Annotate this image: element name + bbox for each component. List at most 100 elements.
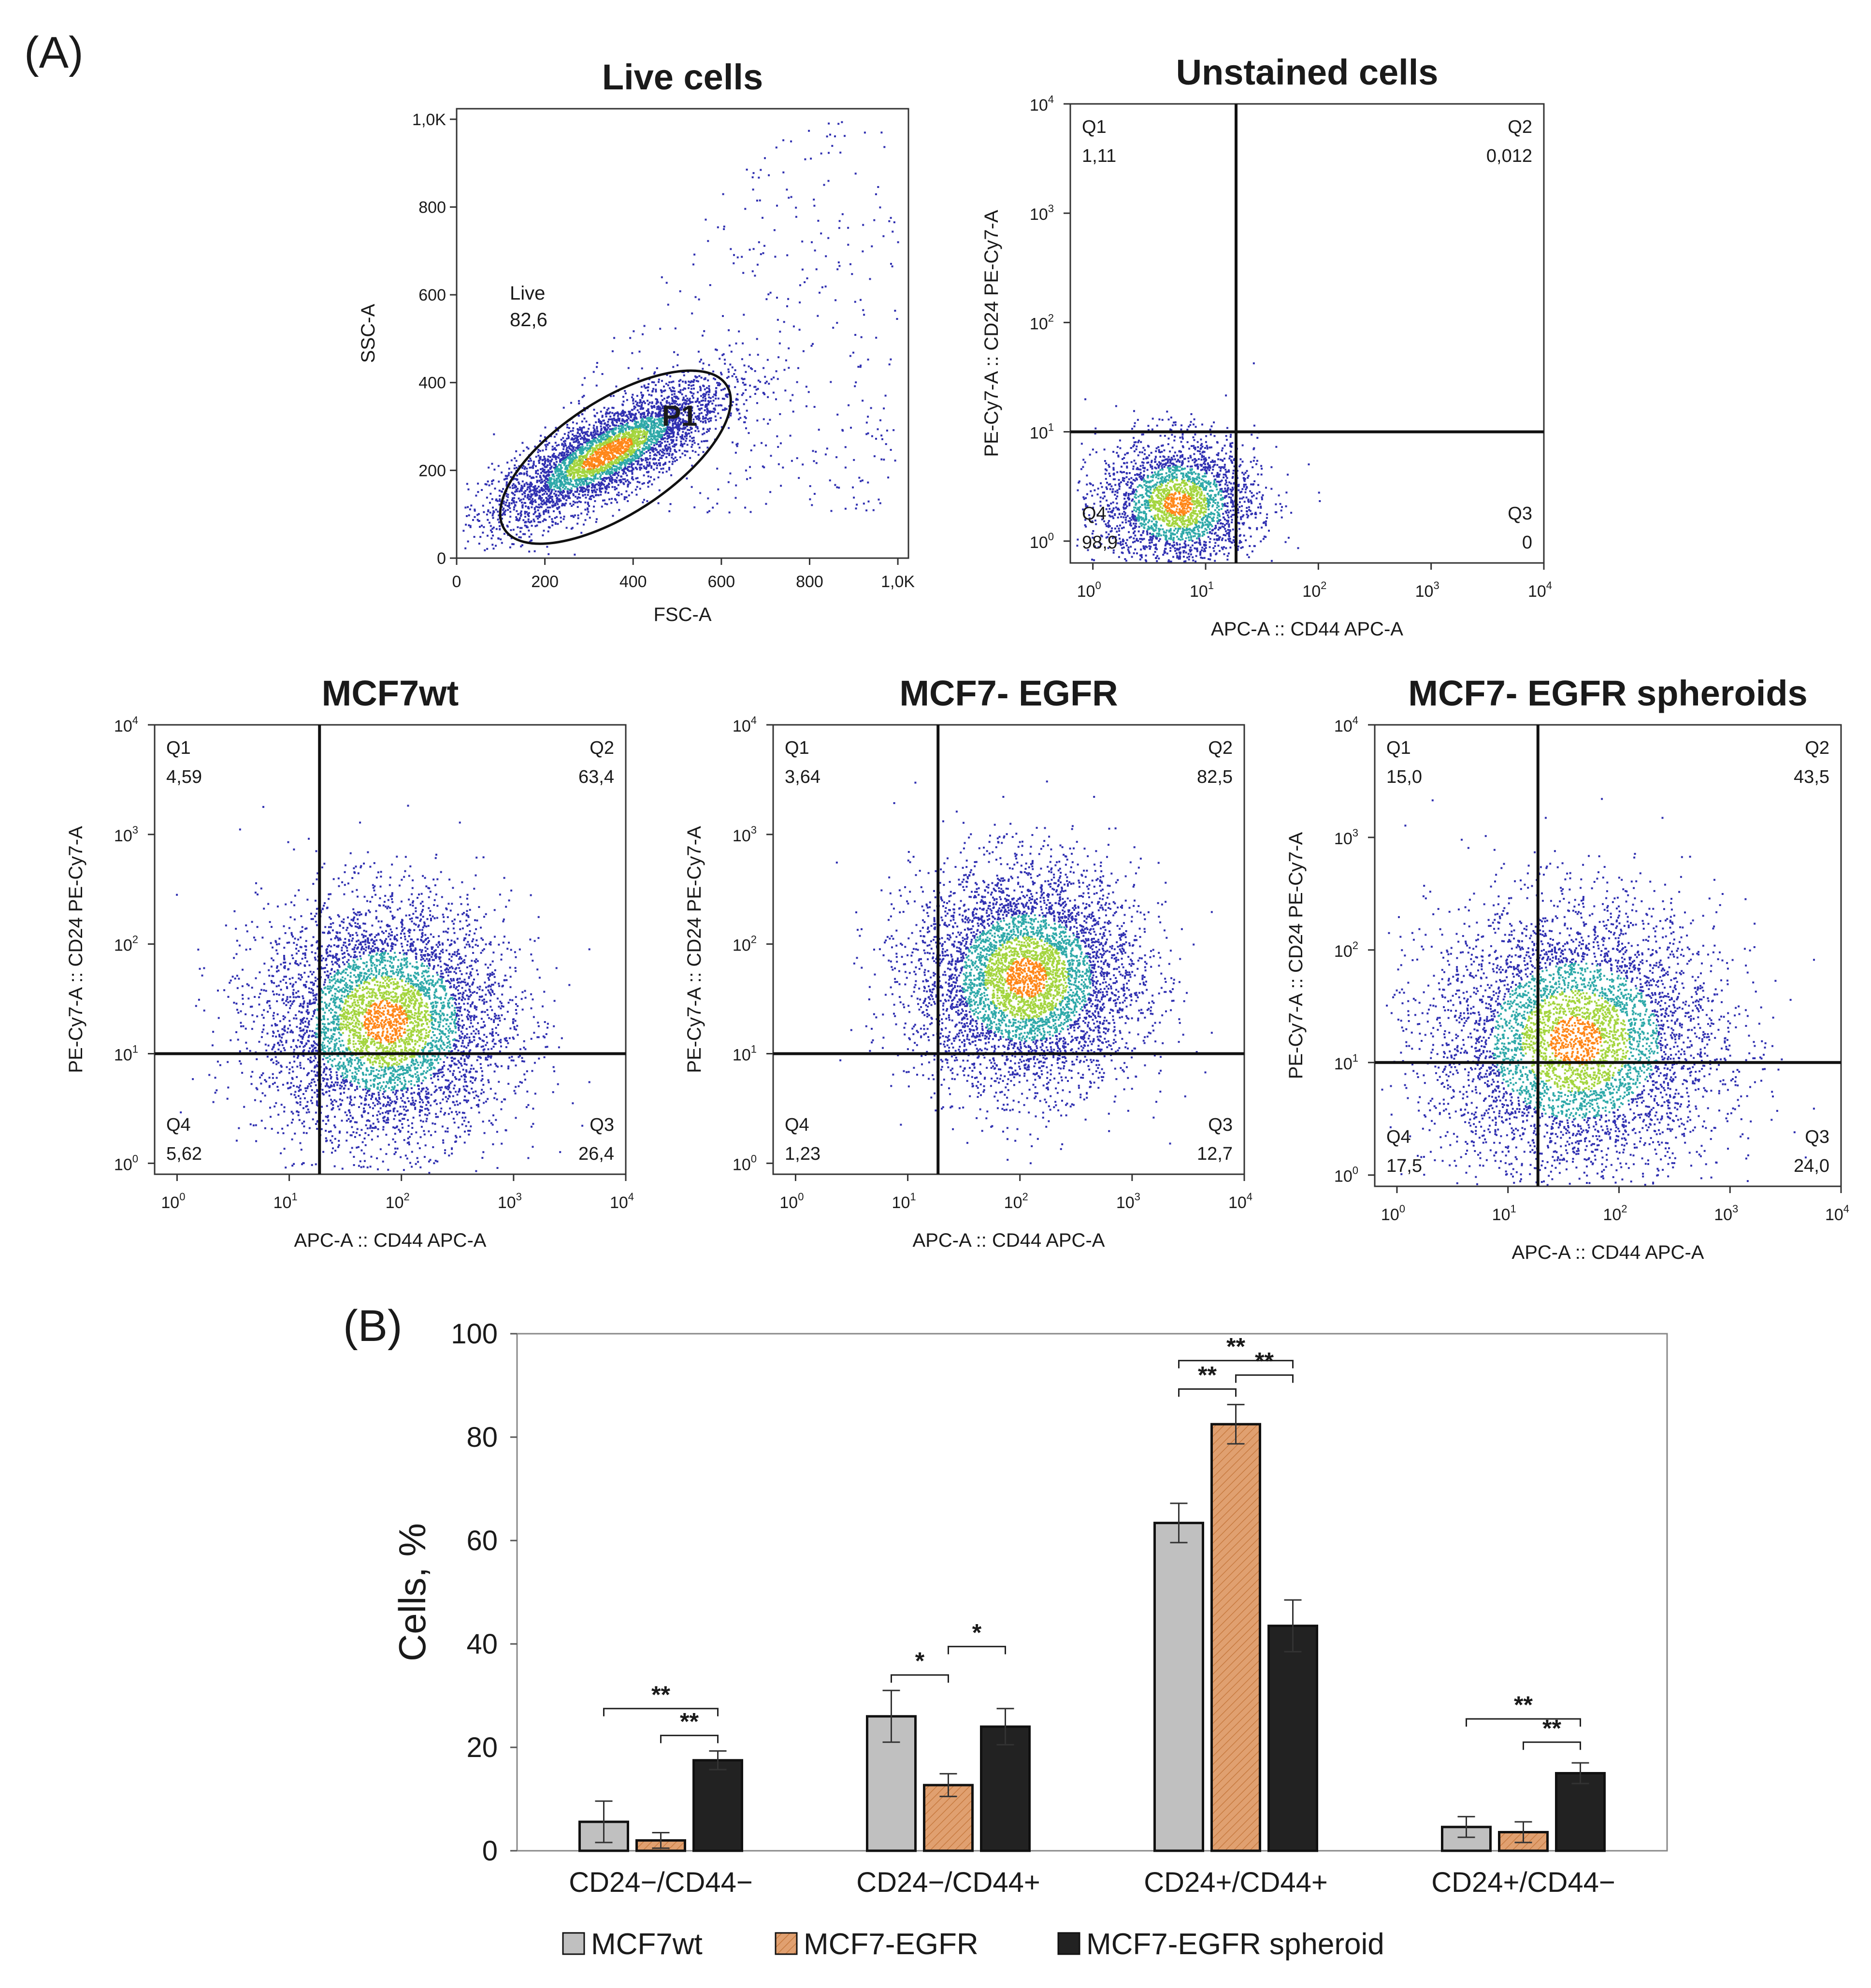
significance-label: * xyxy=(915,1647,925,1674)
x-tick-label: 102 xyxy=(1004,1191,1028,1212)
x-axis-title: APC-A :: CD44 APC-A xyxy=(1512,1242,1704,1263)
y-tick-label: 103 xyxy=(1030,202,1054,224)
y-axis-title: PE-Cy7-A :: CD24 PE-Cy7-A xyxy=(65,826,86,1073)
data-points xyxy=(547,417,669,491)
significance-label: ** xyxy=(680,1708,699,1735)
x-tick-label: 104 xyxy=(610,1191,634,1212)
y-tick-label: 101 xyxy=(1030,421,1054,443)
significance-label: * xyxy=(972,1619,982,1646)
quadrant-q4-name: Q4 xyxy=(1386,1127,1411,1147)
quadrant-q2-name: Q2 xyxy=(1208,738,1233,758)
category-label: CD24−/CD44− xyxy=(569,1867,752,1898)
x-tick-label: 0 xyxy=(452,573,461,591)
data-points xyxy=(1148,478,1208,528)
legend-swatch-mcf7wt xyxy=(562,1932,585,1955)
panel-label-b: (B) xyxy=(343,1301,403,1351)
category-label: CD24−/CD44+ xyxy=(856,1867,1040,1898)
x-tick-label: 103 xyxy=(1714,1203,1738,1224)
bar-spheroid xyxy=(692,1759,743,1852)
y-tick-label: 0 xyxy=(437,549,446,568)
plot-title: MCF7wt xyxy=(322,673,459,713)
y-tick-label: 101 xyxy=(114,1043,138,1064)
plot-title: MCF7- EGFR xyxy=(899,673,1118,713)
quadrant-q1-name: Q1 xyxy=(1082,117,1107,137)
y-axis-title: PE-Cy7-A :: CD24 PE-Cy7-A xyxy=(1285,832,1307,1080)
gate-value: 82,6 xyxy=(510,309,547,331)
quadrant-q1-name: Q1 xyxy=(1386,738,1411,758)
x-tick-label: 200 xyxy=(531,573,559,591)
data-points xyxy=(1006,957,1047,998)
legend-swatch-spheroid xyxy=(1057,1932,1080,1955)
x-axis-title: APC-A :: CD44 APC-A xyxy=(1211,619,1403,640)
unstained-cells-plot: Unstained cells Q1 1,11 Q2 0,012 Q3 0 Q4 98,9 100… xyxy=(981,52,1552,640)
y-axis-title: SSC-A xyxy=(358,304,379,363)
legend-label-spheroid: MCF7-EGFR spheroid xyxy=(1086,1928,1384,1961)
legend-label-mcf7egfr: MCF7-EGFR xyxy=(804,1928,979,1961)
legend-swatch-mcf7egfr xyxy=(775,1932,798,1955)
y-tick-label: 80 xyxy=(466,1422,498,1453)
data-points xyxy=(1381,798,1815,1186)
x-tick-label: 600 xyxy=(707,573,735,591)
data-points xyxy=(315,951,457,1092)
x-tick-label: 800 xyxy=(796,573,823,591)
data-points xyxy=(1133,465,1224,542)
significance-bracket xyxy=(1466,1718,1581,1727)
data-points xyxy=(1521,990,1630,1092)
y-tick-label: 800 xyxy=(418,198,446,216)
data-points xyxy=(176,805,590,1174)
mcf7wt-plot: MCF7wt Q1 4,59 Q2 63,4 Q3 26,4 Q4 5,62 100 100 101 1… xyxy=(65,673,634,1251)
plot-title: Unstained cells xyxy=(1176,52,1439,92)
significance-bracket xyxy=(1178,1388,1237,1397)
y-tick-label: 100 xyxy=(733,1152,757,1174)
significance-label: ** xyxy=(1542,1714,1561,1742)
x-tick-label: 100 xyxy=(161,1191,185,1212)
y-tick-label: 101 xyxy=(733,1043,757,1064)
x-axis-title: FSC-A xyxy=(654,604,712,625)
y-tick-label: 104 xyxy=(733,714,757,735)
plot-frame xyxy=(456,108,909,559)
x-tick-label: 104 xyxy=(1528,579,1552,601)
x-tick-label: 104 xyxy=(1228,1191,1252,1212)
significance-bracket xyxy=(603,1708,719,1716)
x-tick-label: 102 xyxy=(1302,579,1326,601)
x-tick-label: 100 xyxy=(1077,579,1101,601)
quadrant-q4-name: Q4 xyxy=(1082,504,1107,524)
y-tick-label: 104 xyxy=(114,714,138,735)
y-tick-label: 0 xyxy=(482,1835,498,1867)
quadrant-points xyxy=(835,780,1213,1165)
x-tick-label: 1,0K xyxy=(881,573,915,591)
plot-title: Live cells xyxy=(602,57,763,97)
quadrant-q2-value: 0,012 xyxy=(1486,146,1532,166)
significance-label: ** xyxy=(1226,1333,1245,1360)
x-tick-label: 101 xyxy=(273,1191,298,1212)
legend-label-mcf7wt: MCF7wt xyxy=(591,1928,703,1961)
quadrant-q1-value: 1,11 xyxy=(1082,146,1116,166)
data-points xyxy=(462,121,899,556)
x-tick-label: 101 xyxy=(892,1191,916,1212)
mcf7-egfr-plot: MCF7- EGFR Q1 3,64 Q2 82,5 Q3 12,7 Q4 1,23 100 100… xyxy=(684,673,1252,1251)
quadrant-points xyxy=(1381,798,1815,1186)
bar-spheroid xyxy=(1267,1625,1318,1852)
quadrant-q1-name: Q1 xyxy=(785,738,809,758)
gate-name: Live xyxy=(510,283,545,304)
gate-p1 xyxy=(499,369,732,545)
y-tick-label: 102 xyxy=(114,934,138,955)
y-tick-label: 60 xyxy=(466,1525,498,1556)
category-label: CD24+/CD44+ xyxy=(1144,1867,1327,1898)
mcf7-egfr-spheroids-plot: MCF7- EGFR spheroids Q1 15,0 Q2 43,5 Q3 24,0 Q4… xyxy=(1285,673,1849,1263)
significance-label: ** xyxy=(1255,1348,1274,1375)
plot-frame xyxy=(1069,103,1545,564)
significance-bracket xyxy=(948,1645,1006,1655)
quadrant-q3-value: 12,7 xyxy=(1197,1144,1233,1164)
significance-label: ** xyxy=(651,1681,670,1708)
quadrant-q4-name: Q4 xyxy=(785,1115,809,1135)
data-points xyxy=(363,999,408,1043)
data-points xyxy=(339,976,432,1067)
panel-label-a: (A) xyxy=(24,28,84,77)
y-tick-label: 101 xyxy=(1334,1052,1358,1073)
plot-frame xyxy=(154,724,627,1175)
y-tick-label: 600 xyxy=(418,286,446,304)
x-tick-label: 101 xyxy=(1190,579,1214,601)
data-points xyxy=(1549,1016,1602,1065)
